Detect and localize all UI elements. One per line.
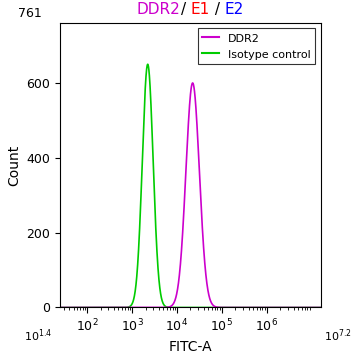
Text: /: /: [180, 2, 190, 17]
Text: $10^{1.4}$: $10^{1.4}$: [24, 327, 52, 344]
Legend: DDR2, Isotype control: DDR2, Isotype control: [198, 28, 315, 64]
Y-axis label: Count: Count: [7, 144, 21, 186]
X-axis label: FITC-A: FITC-A: [169, 340, 212, 354]
Text: $10^{7.2}$: $10^{7.2}$: [324, 327, 351, 344]
Text: /: /: [210, 2, 225, 17]
Text: 761: 761: [18, 7, 42, 20]
Text: E1: E1: [190, 2, 210, 17]
Text: E2: E2: [225, 2, 244, 17]
Text: DDR2: DDR2: [137, 2, 180, 17]
